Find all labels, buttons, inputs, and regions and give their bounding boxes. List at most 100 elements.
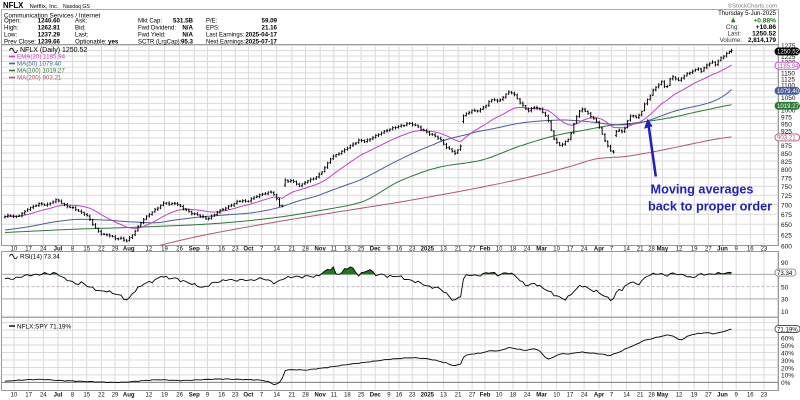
- svg-text:May: May: [657, 247, 669, 253]
- svg-text:1250.52: 1250.52: [752, 30, 776, 37]
- svg-text:Chg:: Chg:: [726, 24, 739, 31]
- svg-text:Optionable:: Optionable:: [75, 39, 107, 46]
- svg-text:625: 625: [781, 232, 792, 239]
- svg-text:Last Earnings:: Last Earnings:: [206, 33, 245, 39]
- svg-text:17: 17: [567, 393, 574, 399]
- svg-text:23: 23: [761, 247, 768, 253]
- svg-text:14: 14: [623, 393, 630, 399]
- svg-text:26: 26: [176, 393, 183, 399]
- svg-text:14: 14: [273, 393, 280, 399]
- svg-text:Sep: Sep: [189, 393, 200, 399]
- svg-text:Communication Services / Inter: Communication Services / Internet: [4, 12, 100, 19]
- svg-text:9: 9: [734, 247, 738, 253]
- svg-text:back to proper order: back to proper order: [648, 200, 772, 214]
- svg-text:28: 28: [648, 393, 655, 399]
- svg-text:71.19%: 71.19%: [777, 326, 798, 333]
- svg-text:24: 24: [40, 393, 47, 399]
- svg-text:N/A: N/A: [182, 25, 193, 32]
- svg-text:24: 24: [40, 247, 47, 253]
- svg-text:20%: 20%: [781, 365, 794, 372]
- svg-text:1100: 1100: [781, 82, 795, 89]
- svg-text:7: 7: [610, 393, 614, 399]
- svg-text:1050: 1050: [781, 95, 796, 102]
- svg-text:50%: 50%: [781, 343, 794, 350]
- svg-text:9: 9: [387, 247, 391, 253]
- svg-text:MA(50) 1079.40: MA(50) 1079.40: [17, 61, 62, 68]
- svg-text:Fwd Yield:: Fwd Yield:: [138, 33, 166, 39]
- svg-text:18: 18: [344, 393, 351, 399]
- svg-text:MA(200) 903.21: MA(200) 903.21: [17, 75, 62, 82]
- svg-text:30%: 30%: [781, 358, 794, 365]
- svg-text:16: 16: [747, 247, 754, 253]
- svg-text:16: 16: [396, 393, 403, 399]
- svg-text:1275: 1275: [781, 43, 796, 50]
- svg-text:23: 23: [409, 247, 416, 253]
- svg-text:8: 8: [71, 393, 75, 399]
- svg-text:23: 23: [761, 393, 768, 399]
- svg-text:11: 11: [331, 247, 338, 253]
- svg-text:2025-04-17: 2025-04-17: [245, 32, 277, 39]
- svg-text:19: 19: [691, 393, 698, 399]
- svg-text:Mar: Mar: [536, 247, 547, 253]
- svg-text:Jul: Jul: [54, 247, 63, 253]
- svg-text:RSI(14) 73.34: RSI(14) 73.34: [20, 253, 60, 260]
- svg-text:28: 28: [648, 247, 655, 253]
- svg-text:Moving averages: Moving averages: [651, 183, 754, 197]
- svg-text:9: 9: [206, 393, 210, 399]
- svg-text:1079.40: 1079.40: [777, 88, 800, 95]
- svg-text:13: 13: [440, 247, 447, 253]
- svg-text:Prev Close:: Prev Close:: [4, 39, 36, 46]
- svg-text:28: 28: [302, 247, 309, 253]
- svg-text:19: 19: [161, 247, 168, 253]
- svg-text:22: 22: [98, 247, 105, 253]
- svg-text:23: 23: [409, 393, 416, 399]
- svg-text:9: 9: [734, 393, 738, 399]
- svg-text:1239.66: 1239.66: [38, 39, 61, 46]
- svg-text:903.21: 903.21: [777, 135, 796, 142]
- svg-text:16: 16: [396, 247, 403, 253]
- svg-text:15: 15: [83, 247, 90, 253]
- svg-text:2025: 2025: [421, 393, 435, 399]
- svg-text:12: 12: [146, 247, 153, 253]
- svg-text:16: 16: [218, 247, 225, 253]
- svg-text:675: 675: [781, 212, 792, 219]
- svg-text:16: 16: [747, 393, 754, 399]
- svg-text:Open:: Open:: [4, 18, 21, 25]
- svg-text:850: 850: [781, 151, 792, 158]
- svg-text:13: 13: [440, 393, 447, 399]
- svg-text:Netflix, Inc.: Netflix, Inc.: [30, 4, 59, 10]
- svg-text:27: 27: [705, 247, 712, 253]
- svg-text:1185.94: 1185.94: [777, 63, 799, 70]
- svg-text:21: 21: [289, 247, 296, 253]
- svg-text:825: 825: [781, 159, 792, 166]
- svg-text:21: 21: [455, 247, 462, 253]
- svg-text:+0.88%: +0.88%: [753, 17, 776, 24]
- svg-text:1240.60: 1240.60: [38, 18, 61, 25]
- svg-text:18: 18: [510, 247, 517, 253]
- svg-text:10: 10: [781, 309, 789, 316]
- svg-text:7: 7: [610, 247, 614, 253]
- svg-text:10: 10: [496, 393, 503, 399]
- svg-text:P/E:: P/E:: [206, 19, 218, 25]
- svg-text:95.3: 95.3: [181, 39, 194, 46]
- svg-text:60%: 60%: [781, 335, 794, 342]
- svg-text:750: 750: [781, 184, 792, 191]
- svg-text:10: 10: [11, 247, 18, 253]
- svg-text:Last:: Last:: [75, 32, 89, 39]
- svg-text:May: May: [657, 393, 669, 399]
- svg-text:High:: High:: [4, 25, 19, 32]
- svg-text:9: 9: [387, 393, 391, 399]
- svg-text:7: 7: [260, 247, 264, 253]
- svg-text:Sep: Sep: [189, 247, 200, 253]
- svg-text:+10.86: +10.86: [756, 24, 777, 31]
- svg-text:Apr: Apr: [594, 393, 605, 399]
- svg-text:1225: 1225: [781, 54, 796, 61]
- svg-text:25: 25: [358, 393, 365, 399]
- svg-text:11: 11: [331, 393, 338, 399]
- svg-text:25: 25: [358, 247, 365, 253]
- svg-text:Apr: Apr: [594, 247, 605, 253]
- svg-text:14: 14: [273, 247, 280, 253]
- svg-text:15: 15: [83, 393, 90, 399]
- svg-text:12: 12: [146, 393, 153, 399]
- svg-text:Feb: Feb: [480, 393, 491, 399]
